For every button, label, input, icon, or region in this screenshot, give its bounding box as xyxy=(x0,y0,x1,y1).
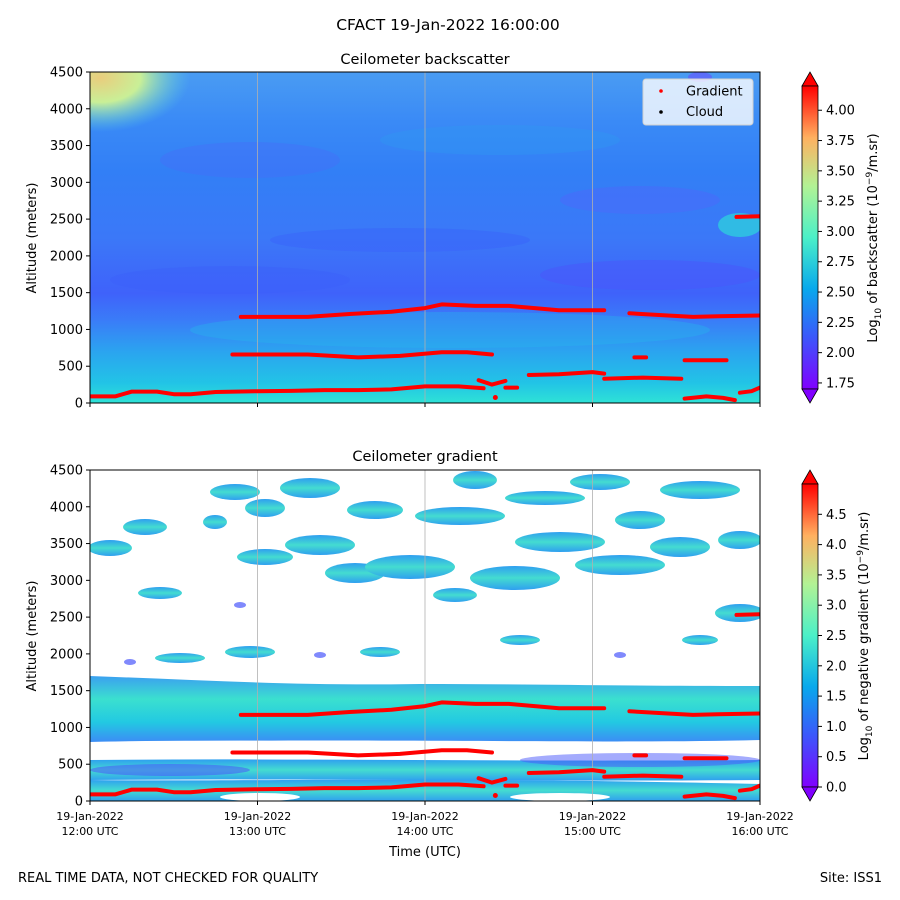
backscatter-x-axis xyxy=(89,403,761,407)
x-tick-label-date: 19-Jan-2022 xyxy=(726,810,794,823)
gradient-layer-line xyxy=(238,302,607,319)
y-tick-label: 3500 xyxy=(50,537,83,552)
gradient-title: Ceilometer gradient xyxy=(352,449,498,465)
colorbar-tick-label: 2.5 xyxy=(826,629,847,644)
legend-marker-gradient xyxy=(659,89,663,93)
y-tick-label: 2500 xyxy=(50,213,83,228)
x-tick-label-time: 16:00 UTC xyxy=(731,825,788,838)
colorbar-tick-label: 3.50 xyxy=(826,164,855,179)
colorbar-tick-label: 3.0 xyxy=(826,599,847,614)
y-tick-label: 4000 xyxy=(50,102,83,117)
colorbar-tick-label: 3.00 xyxy=(826,225,855,240)
gradient-layer-line xyxy=(476,378,508,387)
y-tick-label: 2500 xyxy=(50,611,83,626)
gradient-layer-line xyxy=(526,768,607,775)
legend-marker-cloud xyxy=(659,110,663,114)
y-tick-label: 2000 xyxy=(50,647,83,662)
gradient-x-axis: 19-Jan-2022 12:00 UTC 19-Jan-2022 13:00 UTC… xyxy=(56,801,794,838)
gradient-ylabel: Altitude (meters) xyxy=(25,581,40,692)
backscatter-grid xyxy=(257,72,593,403)
y-tick-label: 1000 xyxy=(50,721,83,736)
y-tick-label: 500 xyxy=(58,758,83,773)
gradient-layer-line xyxy=(90,384,486,399)
y-tick-label: 1500 xyxy=(50,684,83,699)
x-tick-label-time: 12:00 UTC xyxy=(61,825,118,838)
gradient-layer-line xyxy=(476,776,508,785)
backscatter-ylabel: Altitude (meters) xyxy=(25,183,40,294)
gradient-layer-line xyxy=(627,709,760,717)
x-tick-label-date: 19-Jan-2022 xyxy=(56,810,124,823)
colorbar-tick-label: 3.5 xyxy=(826,568,847,583)
y-tick-label: 500 xyxy=(58,360,83,375)
legend: Gradient Cloud xyxy=(642,78,754,126)
figure-suptitle: CFACT 19-Jan-2022 16:00:00 xyxy=(336,16,560,34)
colorbar-tick-label: 2.00 xyxy=(826,346,855,361)
y-tick-label: 1000 xyxy=(50,323,83,338)
colorbar-tick-label: 3.75 xyxy=(826,134,855,149)
gradient-colorbar: 0.0 0.5 1.0 1.5 2.0 2.5 3.0 3.5 4.0 4.5 Log10 of … xyxy=(801,469,875,802)
gradient-layer-line xyxy=(682,792,737,801)
colorbar-tick-label: 4.0 xyxy=(826,538,847,553)
gradient-y-axis: 0 500 1000 1500 2000 2500 3000 3500 4000 4500 xyxy=(50,464,90,810)
legend-label-gradient: Gradient xyxy=(686,85,743,100)
gradient-layer-line xyxy=(737,783,760,793)
x-tick-label-time: 13:00 UTC xyxy=(229,825,286,838)
gradient-layer-line xyxy=(230,350,494,360)
gradient-layer-line xyxy=(90,782,486,797)
gradient-grid xyxy=(257,470,593,801)
x-tick-label-time: 15:00 UTC xyxy=(564,825,621,838)
colorbar-tick-label: 1.5 xyxy=(826,690,847,705)
gradient-layer-line xyxy=(737,385,760,395)
x-tick-label-time: 14:00 UTC xyxy=(396,825,453,838)
colorbar-tick-label: 4.5 xyxy=(826,508,847,523)
quality-disclaimer: REAL TIME DATA, NOT CHECKED FOR QUALITY xyxy=(18,871,318,886)
gradient-colorbar-label: Log10 of negative gradient (10−9/m.sr) xyxy=(856,512,875,761)
y-tick-label: 3500 xyxy=(50,139,83,154)
gradient-layer-line xyxy=(602,773,684,779)
y-tick-label: 4500 xyxy=(50,464,83,479)
gradient-layer-line xyxy=(526,370,607,377)
y-tick-label: 1500 xyxy=(50,286,83,301)
x-tick-label-date: 19-Jan-2022 xyxy=(391,810,459,823)
gradient-gradient-layers xyxy=(90,612,760,801)
gradient-layer-line xyxy=(734,214,760,219)
colorbar-tick-label: 2.0 xyxy=(826,659,847,674)
gradient-layer-line xyxy=(238,700,607,717)
colorbar-tick-label: 4.00 xyxy=(826,104,855,119)
backscatter-title: Ceilometer backscatter xyxy=(340,52,509,68)
backscatter-gradient-layers xyxy=(90,214,760,403)
gradient-layer-line xyxy=(230,748,494,758)
y-tick-label: 3000 xyxy=(50,176,83,191)
colorbar-tick-label: 0.0 xyxy=(826,781,847,796)
y-tick-label: 0 xyxy=(75,397,83,412)
gradient-xlabel: Time (UTC) xyxy=(388,845,461,860)
x-tick-label-date: 19-Jan-2022 xyxy=(224,810,292,823)
colorbar-tick-label: 2.50 xyxy=(826,286,855,301)
colorbar-tick-label: 2.75 xyxy=(826,255,855,270)
gradient-layer-line xyxy=(627,311,760,319)
site-label: Site: ISS1 xyxy=(820,871,882,886)
y-tick-label: 4000 xyxy=(50,500,83,515)
backscatter-colorbar: 1.75 2.00 2.25 2.50 2.75 3.00 3.25 3.50 3.75 4.00… xyxy=(801,71,884,404)
colorbar-tick-label: 0.5 xyxy=(826,750,847,765)
y-tick-label: 0 xyxy=(75,795,83,810)
y-tick-label: 3000 xyxy=(50,574,83,589)
gradient-point xyxy=(492,394,498,400)
gradient-layer-line xyxy=(734,612,760,617)
colorbar-tick-label: 1.0 xyxy=(826,720,847,735)
x-tick-label-date: 19-Jan-2022 xyxy=(559,810,627,823)
backscatter-y-axis: 0 500 1000 1500 2000 2500 3000 3500 4000 4500 xyxy=(50,66,90,412)
colorbar-tick-label: 3.25 xyxy=(826,195,855,210)
colorbar-tick-label: 2.25 xyxy=(826,316,855,331)
gradient-layer-line xyxy=(682,394,737,403)
legend-label-cloud: Cloud xyxy=(686,105,723,120)
colorbar-tick-label: 1.75 xyxy=(826,376,855,391)
gradient-point xyxy=(492,792,498,798)
backscatter-colorbar-label: Log10 of backscatter (10−9/m.sr) xyxy=(865,133,884,342)
y-tick-label: 4500 xyxy=(50,66,83,81)
gradient-layer-line xyxy=(602,375,684,381)
y-tick-label: 2000 xyxy=(50,249,83,264)
